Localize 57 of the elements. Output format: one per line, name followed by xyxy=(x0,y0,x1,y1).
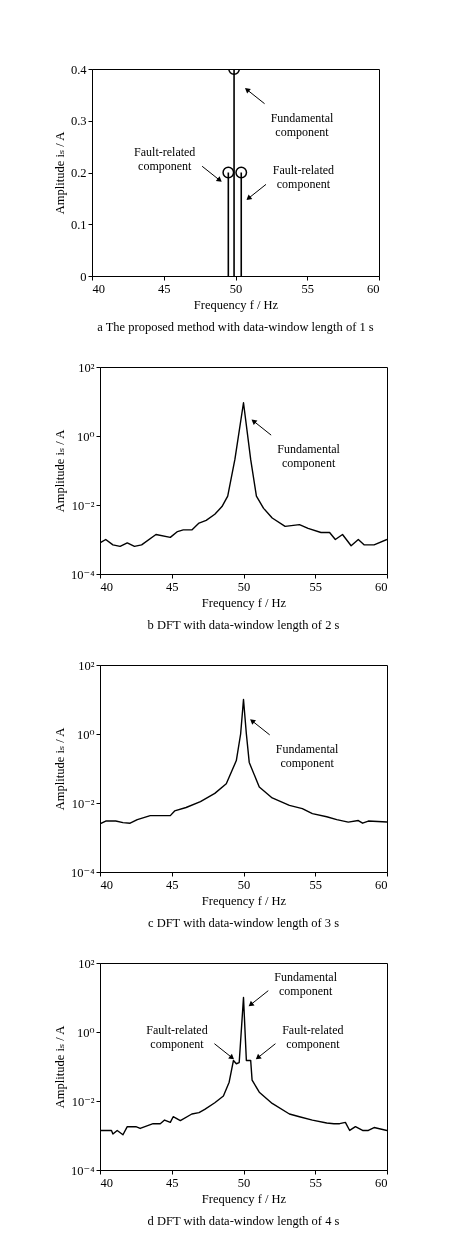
x-axis-title: Frequency f / Hz xyxy=(201,596,287,610)
x-tick-label: 60 xyxy=(367,281,380,296)
text: b DFT with data-window length of 2 s xyxy=(147,618,340,632)
y-axis-title: Amplitude iₛ / A xyxy=(53,727,68,811)
x-tick-label: 60 xyxy=(375,877,388,892)
x-tick-label: 50 xyxy=(237,1175,251,1190)
x-tick-label: 55 xyxy=(309,1175,322,1190)
y-tick-label: 10⁻⁴ xyxy=(71,567,95,582)
x-tick-label: 50 xyxy=(237,579,251,594)
x-tick-label: 50 xyxy=(237,877,251,892)
y-axis-title: Amplitude iₛ / A xyxy=(53,1025,68,1109)
y-tick-label: 10² xyxy=(78,658,95,673)
text: c DFT with data-window length of 3 s xyxy=(147,916,340,930)
text: d DFT with data-window length of 4 s xyxy=(147,1214,340,1228)
x-tick-label: 45 xyxy=(166,579,179,594)
annotation: Fault-related component xyxy=(282,1022,344,1051)
y-tick-label: 10² xyxy=(78,956,95,971)
y-tick-label: 0.1 xyxy=(70,217,87,232)
annotation: Fundamental component xyxy=(275,741,340,770)
y-tick-label: 10⁻² xyxy=(71,796,95,811)
y-tick-label: 10² xyxy=(78,360,95,375)
x-tick-label: 45 xyxy=(158,281,171,296)
y-tick-label: 10⁻⁴ xyxy=(71,865,95,880)
x-tick-label: 40 xyxy=(100,877,113,892)
y-axis-title: Amplitude iₛ / A xyxy=(53,429,68,513)
x-tick-label: 40 xyxy=(100,1175,113,1190)
x-axis-title: Frequency f / Hz xyxy=(193,298,279,312)
y-tick-label: 0 xyxy=(80,269,87,284)
y-tick-label: 0.3 xyxy=(70,114,87,129)
annotation: Fundamental component xyxy=(277,442,341,471)
annotation: Fundamental component xyxy=(270,110,334,139)
y-tick-label: 10⁰ xyxy=(76,1025,95,1040)
x-tick-label: 60 xyxy=(375,1175,388,1190)
y-axis-title: Amplitude iₛ / A xyxy=(52,131,67,215)
y-tick-label: 10⁰ xyxy=(76,727,95,742)
y-tick-label: 0.2 xyxy=(70,166,87,180)
annotation: Fault-related component xyxy=(134,145,196,174)
annotation: Fundamental component xyxy=(274,969,338,998)
text: a The proposed method with data-window length of 1 s xyxy=(97,320,374,334)
x-tick-label: 50 xyxy=(229,281,243,296)
y-tick-label: 10⁻⁴ xyxy=(71,1163,95,1178)
x-axis-title: Frequency f / Hz xyxy=(201,894,287,908)
x-tick-label: 40 xyxy=(100,579,113,594)
x-tick-label: 60 xyxy=(375,579,388,594)
x-tick-label: 45 xyxy=(166,1175,179,1190)
x-tick-label: 45 xyxy=(166,877,179,892)
y-tick-label: 10⁻² xyxy=(71,1094,95,1109)
y-tick-label: 0.4 xyxy=(70,62,88,77)
y-tick-label: 10⁰ xyxy=(76,429,95,444)
x-tick-label: 40 xyxy=(92,281,105,296)
x-tick-label: 55 xyxy=(301,281,314,296)
x-tick-label: 55 xyxy=(309,579,322,594)
x-axis-title: Frequency f / Hz xyxy=(201,1192,287,1206)
annotation: Fault-related component xyxy=(146,1022,208,1051)
x-tick-label: 55 xyxy=(309,877,322,892)
annotation: Fault-related component xyxy=(272,163,335,192)
y-tick-label: 10⁻² xyxy=(71,498,95,513)
